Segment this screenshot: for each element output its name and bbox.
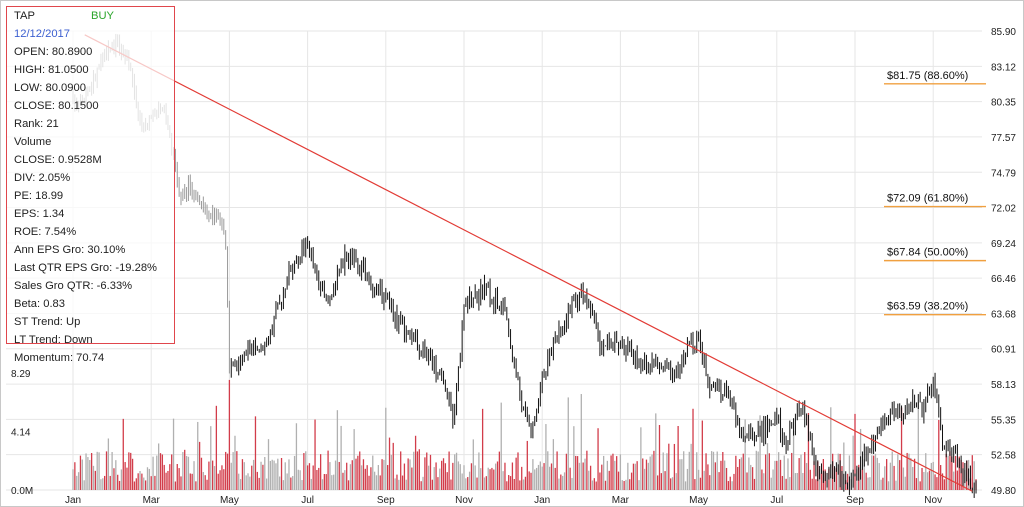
price-tick-label: 74.79 bbox=[991, 168, 1016, 179]
stat-row: CLOSE: 0.9528M bbox=[14, 154, 102, 166]
price-tick-label: 52.58 bbox=[991, 451, 1016, 462]
chart-grid bbox=[6, 30, 982, 491]
month-tick-label: Jan bbox=[534, 495, 550, 506]
fib-level-label: $81.75 (88.60%) bbox=[887, 70, 968, 82]
trendline-segment bbox=[84, 34, 973, 492]
price-tick-label: 69.24 bbox=[991, 239, 1016, 250]
month-tick-label: May bbox=[689, 495, 708, 506]
price-tick-label: 66.46 bbox=[991, 274, 1016, 285]
stat-row: Rank: 21 bbox=[14, 118, 59, 130]
volume-tick-label: 4.14 bbox=[11, 428, 31, 439]
stat-row: Ann EPS Gro: 30.10% bbox=[14, 244, 126, 256]
month-tick-label: Mar bbox=[612, 495, 630, 506]
stat-row: ST Trend: Up bbox=[14, 316, 81, 328]
stat-row: DIV: 2.05% bbox=[14, 172, 71, 184]
stat-row: OPEN: 80.8900 bbox=[14, 46, 93, 58]
price-axis-labels: 85.90 83.12 80.35 77.57 74.79 72.02 69.24 66.46… bbox=[991, 27, 1016, 497]
price-tick-label: 85.90 bbox=[991, 27, 1016, 38]
month-tick-label: Nov bbox=[455, 495, 473, 506]
stat-row: ROE: 7.54% bbox=[14, 226, 77, 238]
month-tick-label: Nov bbox=[924, 495, 942, 506]
quote-date: 12/12/2017 bbox=[14, 28, 70, 40]
price-tick-label: 58.13 bbox=[991, 380, 1016, 391]
fib-level-label: $63.59 (38.20%) bbox=[887, 301, 968, 313]
price-tick-label: 77.57 bbox=[991, 133, 1016, 144]
month-tick-label: Sep bbox=[377, 495, 395, 506]
stock-info-panel: TAP BUY 12/12/2017 OPEN: 80.8900 HIGH: 81… bbox=[6, 6, 175, 364]
trendline bbox=[84, 34, 973, 492]
month-tick-label: Mar bbox=[143, 495, 161, 506]
price-bars bbox=[72, 33, 977, 498]
price-tick-label: 49.80 bbox=[991, 486, 1016, 497]
fib-level-label: $67.84 (50.00%) bbox=[887, 247, 968, 259]
stat-row: LT Trend: Down bbox=[14, 334, 93, 346]
stat-row: Sales Gro QTR: -6.33% bbox=[14, 280, 133, 292]
stat-row: Beta: 0.83 bbox=[14, 298, 66, 310]
volume-bars bbox=[72, 379, 977, 490]
stat-row: Volume bbox=[14, 136, 52, 148]
month-tick-label: Jul bbox=[301, 495, 314, 506]
price-tick-label: 55.35 bbox=[991, 415, 1016, 426]
stat-row: EPS: 1.34 bbox=[14, 208, 65, 220]
fibonacci-levels: $81.75 (88.60%) $72.09 (61.80%) $67.84 (50… bbox=[884, 70, 986, 316]
price-tick-label: 63.68 bbox=[991, 310, 1016, 321]
month-tick-label: Sep bbox=[846, 495, 864, 506]
month-tick-label: Jan bbox=[65, 495, 81, 506]
month-tick-label: Jul bbox=[770, 495, 783, 506]
stat-row: LOW: 80.0900 bbox=[14, 82, 86, 94]
price-tick-label: 72.02 bbox=[991, 203, 1016, 214]
stat-row: PE: 18.99 bbox=[14, 190, 64, 202]
month-tick-label: May bbox=[220, 495, 239, 506]
volume-axis-labels: 8.29 4.14 0.0M bbox=[11, 369, 33, 497]
stat-row: HIGH: 81.0500 bbox=[14, 64, 89, 76]
volume-tick-label: 0.0M bbox=[11, 486, 33, 497]
signal-badge: BUY bbox=[91, 10, 115, 22]
volume-tick-label: 8.29 bbox=[11, 369, 31, 380]
price-tick-label: 80.35 bbox=[991, 98, 1016, 109]
ticker-symbol: TAP bbox=[14, 10, 35, 22]
stat-row: Last QTR EPS Gro: -19.28% bbox=[14, 262, 158, 274]
price-tick-label: 60.91 bbox=[991, 345, 1016, 356]
fib-level-label: $72.09 (61.80%) bbox=[887, 193, 968, 205]
price-tick-label: 83.12 bbox=[991, 62, 1016, 73]
month-axis-labels: Jan Mar May Jul Sep Nov Jan Mar May Jul Sep Nov bbox=[65, 495, 942, 506]
stat-row: CLOSE: 80.1500 bbox=[14, 100, 99, 112]
stat-row: Momentum: 70.74 bbox=[14, 352, 105, 364]
